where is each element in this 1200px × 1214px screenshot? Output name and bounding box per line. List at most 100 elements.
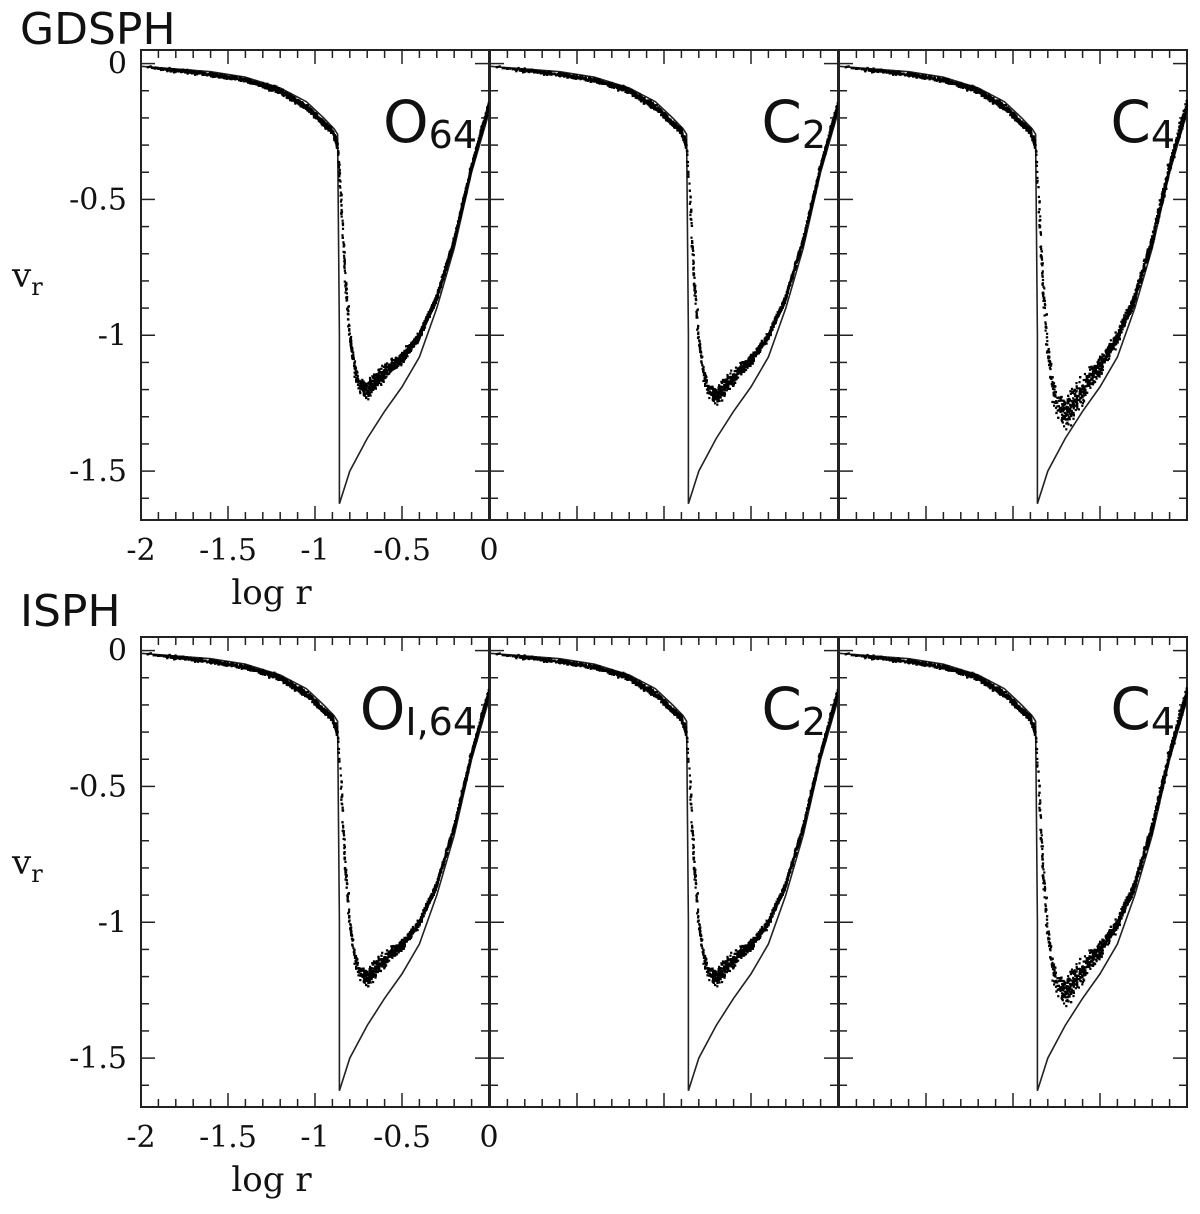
particle-point (351, 356, 354, 359)
particle-point (377, 377, 381, 380)
particle-point (451, 243, 454, 246)
particle-point (367, 398, 370, 401)
particle-point (253, 82, 256, 85)
particle-point (413, 342, 416, 345)
particle-point (733, 370, 736, 373)
particle-point (220, 76, 223, 79)
particle-point (356, 371, 359, 374)
particle-point (240, 78, 243, 81)
particle-point (487, 105, 490, 108)
particle-point (385, 375, 388, 378)
particle-point (312, 113, 315, 116)
particle-point (441, 279, 444, 282)
particle-point (230, 75, 233, 78)
particle-point (704, 382, 707, 385)
particle-point (457, 222, 460, 225)
particle-point (352, 357, 355, 360)
particle-point (343, 269, 346, 272)
particle-point (447, 255, 450, 258)
particle-point (697, 332, 700, 335)
particle-point (378, 371, 381, 374)
particle-point (781, 306, 784, 309)
particle-point (368, 392, 371, 395)
particle-point (456, 224, 459, 227)
particle-point (408, 344, 412, 347)
particle-point (704, 384, 707, 387)
particle-point (604, 82, 607, 85)
particle-point (339, 194, 342, 197)
particle-point (454, 233, 457, 236)
particle-point (365, 392, 368, 395)
particle-point (302, 104, 305, 107)
particle-point (401, 356, 404, 359)
particle-point (343, 251, 346, 254)
particle-point (261, 86, 265, 89)
particle-point (357, 380, 360, 383)
particle-point (432, 302, 435, 305)
particle-point (174, 69, 177, 72)
particle-point (365, 396, 368, 400)
particle-point (462, 195, 465, 198)
particle-point (346, 318, 350, 321)
particle-point (686, 153, 689, 156)
particle-point (182, 70, 185, 73)
particle-point (516, 68, 519, 72)
particle-point (357, 387, 360, 390)
particle-point (284, 92, 287, 96)
particle-point (710, 385, 713, 388)
particle-point (468, 175, 471, 178)
particle-point (221, 73, 224, 76)
particle-point (445, 265, 449, 268)
particle-point (258, 82, 261, 86)
particle-point (707, 387, 710, 390)
particle-point (468, 172, 471, 175)
particle-point (298, 100, 301, 103)
particle-point (322, 121, 325, 124)
particle-point (371, 376, 374, 379)
particle-point (749, 363, 752, 367)
particle-point (306, 107, 309, 110)
particle-point (185, 70, 188, 73)
particle-point (444, 268, 447, 271)
particle-point (353, 360, 357, 363)
particle-point (501, 67, 504, 70)
particle-point (447, 259, 450, 262)
particle-point (199, 72, 203, 75)
particle-point (400, 360, 404, 363)
particle-point (359, 392, 362, 395)
particle-point (468, 173, 472, 176)
particle-point (178, 68, 181, 71)
particle-point (343, 256, 346, 260)
particle-point (343, 280, 346, 283)
particle-point (261, 81, 265, 85)
particle-point (330, 126, 333, 129)
particle-point (717, 399, 720, 402)
particle-point (584, 76, 587, 79)
particle-point (467, 180, 470, 183)
particle-point (413, 338, 416, 341)
particle-point (345, 292, 348, 295)
particle-point (334, 135, 337, 138)
particle-point (447, 254, 451, 257)
particle-point (259, 84, 262, 87)
particle-point (201, 73, 204, 76)
particle-point (437, 289, 440, 292)
particle-point (361, 382, 364, 385)
particle-point (277, 91, 280, 94)
particle-point (281, 90, 284, 93)
particle-point (350, 344, 353, 347)
particle-point (374, 385, 377, 388)
particle-point (369, 394, 372, 397)
particle-point (313, 112, 316, 115)
particle-point (273, 86, 276, 89)
particle-point (271, 89, 274, 92)
particle-point (225, 75, 229, 79)
particle-point (381, 380, 384, 383)
particle-point (444, 262, 448, 265)
particle-point (281, 91, 284, 95)
particle-point (266, 82, 269, 85)
particle-point (374, 379, 377, 382)
particle-point (337, 153, 340, 156)
particle-point (452, 240, 456, 243)
particle-point (342, 250, 345, 253)
